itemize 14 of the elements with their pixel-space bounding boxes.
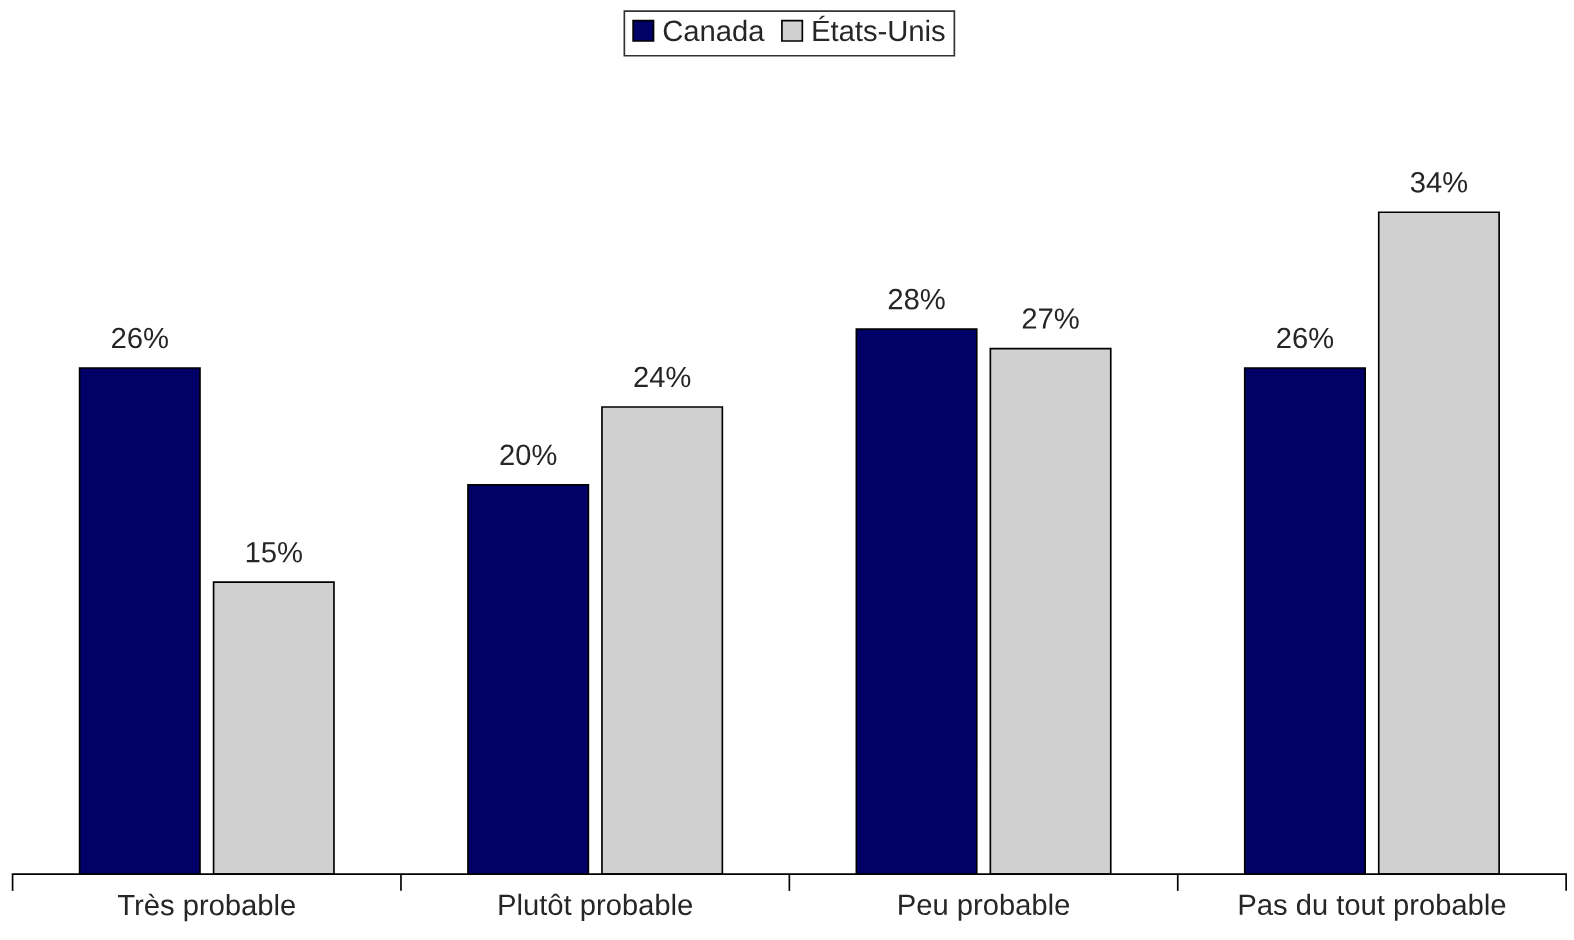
x-tick-label: Peu probable (899, 893, 1070, 921)
x-tick-label: Très probable (118, 893, 295, 922)
data-label: 34% (1410, 171, 1468, 193)
data-label: 27% (1022, 308, 1079, 329)
x-tick-label: Plutôt probable (499, 893, 692, 921)
data-label: 20% (500, 444, 557, 466)
legend-label: Canada (663, 19, 765, 42)
data-label: 15% (246, 542, 302, 563)
data-label: 26% (112, 327, 168, 349)
data-label: 24% (634, 366, 691, 388)
x-tick-label: Pas du tout probable (1239, 893, 1506, 921)
legend-label: États-Unis (813, 15, 945, 42)
data-label: 28% (888, 288, 945, 310)
data-label: 26% (1277, 327, 1334, 349)
